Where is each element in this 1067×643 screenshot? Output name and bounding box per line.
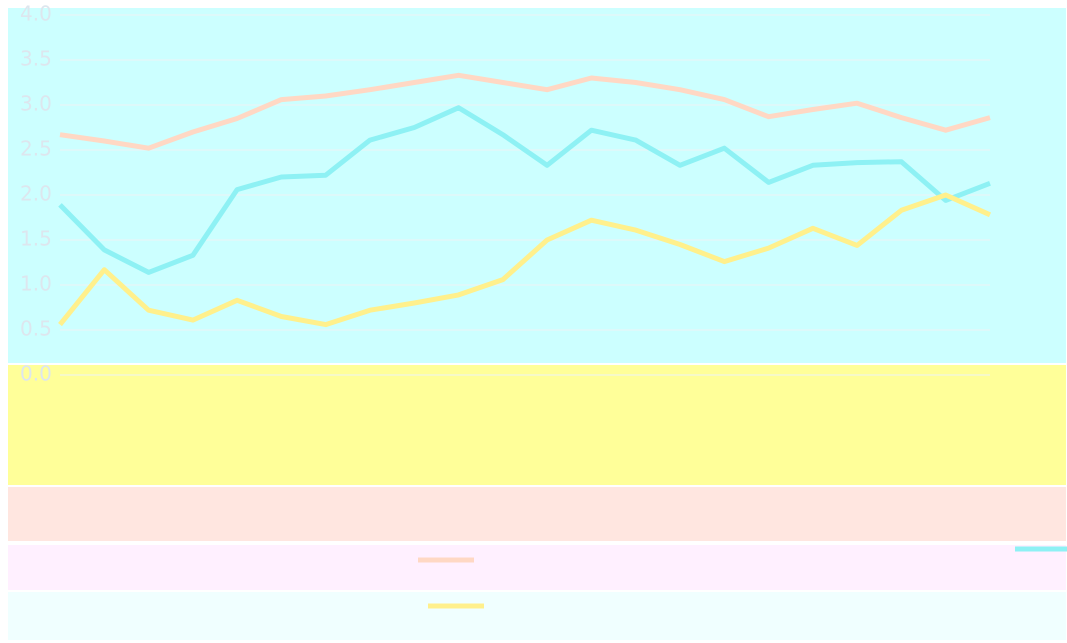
series-line xyxy=(59,72,991,151)
y-tick-label: 3.5 xyxy=(20,47,52,71)
plot-background xyxy=(8,8,1066,363)
y-tick-label: 3.0 xyxy=(20,92,52,116)
y-tick-label: 2.5 xyxy=(20,137,52,161)
y-tick-label: 0.5 xyxy=(20,317,52,341)
y-tick-label: 2.0 xyxy=(20,182,52,206)
series-line xyxy=(58,192,992,328)
y-tick-label: 4.0 xyxy=(20,2,52,26)
band xyxy=(8,365,1066,485)
legend-background xyxy=(8,545,1066,590)
y-tick-label: 1.0 xyxy=(20,272,52,296)
y-tick-label: 0.0 xyxy=(20,362,52,386)
band xyxy=(8,487,1066,541)
series-line xyxy=(58,105,991,275)
y-tick-label: 1.5 xyxy=(20,227,52,251)
legend-background xyxy=(8,592,1066,640)
legend xyxy=(418,546,1067,609)
